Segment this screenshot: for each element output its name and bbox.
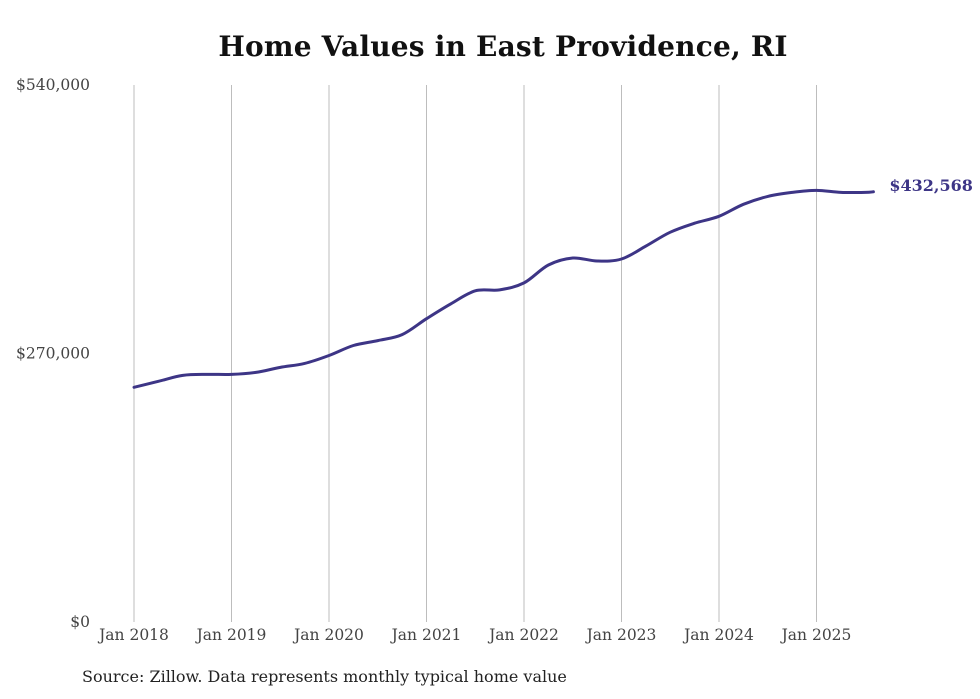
x-tick-label: Jan 2021 bbox=[390, 626, 462, 644]
y-axis-tick-labels: $0 $270,000 $540,000 bbox=[16, 76, 90, 631]
chart-title: Home Values in East Providence, RI bbox=[218, 30, 788, 63]
series-layer: $432,568 bbox=[132, 176, 973, 389]
y-tick-label: $0 bbox=[70, 613, 90, 631]
x-tick-label: Jan 2024 bbox=[682, 626, 754, 644]
series-line-0 bbox=[132, 188, 875, 389]
x-tick-label: Jan 2018 bbox=[97, 626, 169, 644]
x-tick-label: Jan 2025 bbox=[780, 626, 852, 644]
x-tick-label: Jan 2023 bbox=[585, 626, 657, 644]
x-axis-tick-labels: Jan 2018 Jan 2019 Jan 2020 Jan 2021 Jan 2022… bbox=[97, 626, 851, 644]
y-tick-label: $270,000 bbox=[16, 345, 90, 363]
x-tick-label: Jan 2020 bbox=[292, 626, 364, 644]
y-tick-label: $540,000 bbox=[16, 76, 90, 94]
x-tick-label: Jan 2022 bbox=[487, 626, 559, 644]
grid-lines bbox=[133, 85, 817, 622]
x-tick-label: Jan 2019 bbox=[195, 626, 267, 644]
end-value-label: $432,568 bbox=[889, 176, 973, 195]
source-note: Source: Zillow. Data represents monthly … bbox=[82, 667, 567, 686]
